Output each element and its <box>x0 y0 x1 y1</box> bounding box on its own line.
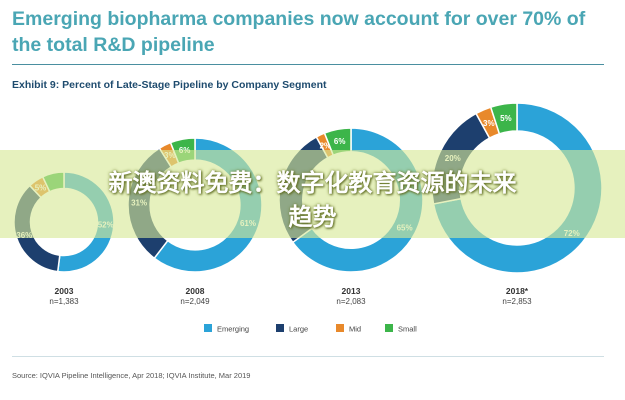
slice-label: 2% <box>320 142 332 151</box>
slice-label: 6% <box>334 137 346 146</box>
legend-label-large: Large <box>289 325 308 334</box>
chart-n-label: n=2,853 <box>502 297 532 306</box>
slice-label: 5% <box>500 114 512 123</box>
source-note: Source: IQVIA Pipeline Intelligence, Apr… <box>12 371 251 380</box>
bottom-divider <box>12 356 604 357</box>
legend-swatch-large <box>276 324 284 332</box>
slice-label: 3% <box>483 119 495 128</box>
top-divider <box>12 64 604 65</box>
legend-label-emerging: Emerging <box>217 325 249 334</box>
chart-year-label: 2018* <box>506 286 529 296</box>
chart-n-label: n=2,049 <box>180 297 210 306</box>
overlay-line-1: 新澳资料免费：数字化教育资源的未来 <box>108 169 517 197</box>
legend-swatch-emerging <box>204 324 212 332</box>
overlay-line-2: 趋势 <box>288 203 337 231</box>
legend-label-mid: Mid <box>349 325 361 334</box>
exhibit-title: Exhibit 9: Percent of Late-Stage Pipelin… <box>12 79 327 91</box>
chart-year-label: 2003 <box>55 286 74 296</box>
legend-swatch-mid <box>336 324 344 332</box>
headline: Emerging biopharma companies now account… <box>12 8 586 56</box>
overlay-banner <box>0 150 625 238</box>
chart-n-label: n=2,083 <box>336 297 366 306</box>
donut-slice-small <box>489 102 518 135</box>
overlay-caption: 新澳资料免费：数字化教育资源的未来 趋势 <box>0 166 625 234</box>
chart-year-label: 2013 <box>342 286 361 296</box>
chart-year-label: 2008 <box>186 286 205 296</box>
legend-label-small: Small <box>398 325 417 334</box>
chart-n-label: n=1,383 <box>49 297 79 306</box>
legend-swatch-small <box>385 324 393 332</box>
